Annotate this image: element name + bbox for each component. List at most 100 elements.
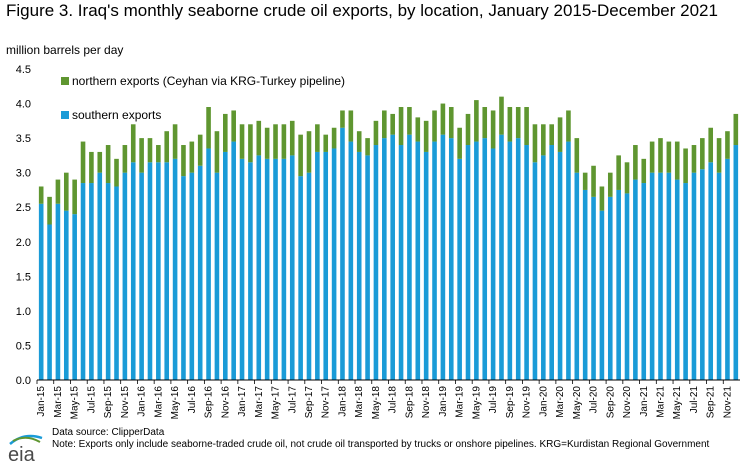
- data-source: Data source: ClipperData: [52, 427, 165, 438]
- x-tick-label: Jan-15: [36, 386, 47, 417]
- bar-northern: [507, 107, 513, 142]
- bar-northern: [423, 120, 429, 152]
- bar-southern: [80, 183, 86, 380]
- bar-southern: [281, 158, 287, 380]
- bar-northern: [725, 131, 730, 159]
- x-tick-label: Jan-17: [237, 386, 248, 417]
- bar-northern: [582, 172, 588, 190]
- bar-southern: [298, 176, 303, 380]
- bar-northern: [306, 131, 312, 173]
- bar-southern: [365, 155, 370, 380]
- x-tick-label: Sep-21: [706, 386, 717, 419]
- bar-northern: [465, 113, 471, 146]
- bar-southern: [440, 134, 446, 380]
- x-tick-label: Mar-21: [655, 386, 666, 418]
- x-tick-label: Jul-21: [689, 386, 700, 414]
- bar-southern: [725, 158, 730, 380]
- bar-southern: [415, 141, 421, 380]
- bar-southern: [691, 172, 697, 380]
- bar-northern: [541, 124, 546, 156]
- bar-northern: [356, 131, 362, 152]
- legend-southern-swatch: [61, 111, 69, 119]
- x-tick-label: Mar-18: [354, 386, 365, 418]
- chart-note: Note: Exports only include seaborne-trad…: [52, 439, 710, 450]
- bar-northern: [172, 124, 178, 159]
- y-axis-unit-label: million barrels per day: [6, 43, 124, 57]
- bar-southern: [289, 155, 295, 380]
- bar-southern: [582, 189, 588, 380]
- bar-northern: [55, 179, 61, 204]
- bar-northern: [331, 127, 337, 149]
- bar-southern: [63, 210, 69, 380]
- bar-southern: [532, 162, 538, 380]
- bar-northern: [557, 117, 563, 152]
- bar-southern: [574, 172, 580, 380]
- bar-northern: [607, 172, 613, 197]
- bar-northern: [691, 145, 697, 173]
- bar-northern: [457, 127, 462, 159]
- bar-northern: [164, 131, 170, 163]
- bar-northern: [641, 158, 647, 184]
- x-tick-label: Sep-17: [304, 386, 315, 419]
- bar-southern: [624, 193, 630, 380]
- bar-southern: [340, 127, 345, 380]
- y-tick-label: 3.0: [16, 168, 31, 180]
- bar-southern: [465, 145, 471, 380]
- bar-northern: [114, 158, 119, 187]
- bar-northern: [147, 138, 153, 163]
- bar-southern: [348, 141, 354, 380]
- bar-northern: [47, 196, 52, 225]
- bar-southern: [273, 158, 278, 380]
- bar-southern: [189, 172, 195, 380]
- bar-southern: [541, 155, 546, 380]
- y-tick-label: 2.0: [16, 237, 31, 249]
- bar-northern: [239, 124, 245, 159]
- bar-northern: [683, 148, 688, 184]
- bar-southern: [390, 134, 395, 380]
- bar-southern: [674, 179, 680, 380]
- bar-northern: [214, 131, 220, 173]
- bar-southern: [181, 176, 186, 380]
- bar-northern: [89, 151, 94, 184]
- bar-southern: [239, 158, 245, 380]
- bar-northern: [340, 110, 345, 128]
- bar-northern: [80, 141, 86, 184]
- bar-northern: [97, 151, 103, 173]
- bar-northern: [315, 124, 320, 152]
- bar-southern: [373, 145, 379, 380]
- bar-southern: [616, 189, 621, 380]
- bar-northern: [415, 117, 421, 142]
- bar-northern: [273, 124, 278, 159]
- bar-southern: [114, 186, 119, 380]
- x-tick-label: May-21: [672, 386, 683, 420]
- bar-southern: [105, 183, 111, 380]
- bar-northern: [566, 110, 571, 142]
- bar-southern: [214, 172, 220, 380]
- x-tick-label: Jan-18: [337, 386, 348, 417]
- bar-northern: [448, 107, 454, 139]
- bar-southern: [482, 138, 488, 380]
- bar-northern: [223, 113, 228, 152]
- bar-southern: [733, 145, 739, 380]
- bar-northern: [156, 145, 161, 163]
- x-tick-label: Nov-16: [220, 386, 231, 419]
- x-tick-label: May-18: [371, 386, 382, 420]
- bar-southern: [331, 148, 337, 380]
- y-tick-label: 0.5: [16, 340, 31, 352]
- bar-southern: [256, 155, 262, 380]
- x-tick-label: Jan-19: [438, 386, 449, 417]
- x-tick-label: May-17: [271, 386, 282, 420]
- bar-northern: [365, 138, 370, 156]
- x-tick-label: Mar-19: [455, 386, 466, 418]
- x-tick-label: Mar-20: [555, 386, 566, 418]
- bar-southern: [47, 224, 52, 380]
- bar-southern: [474, 141, 479, 380]
- bar-northern: [323, 134, 329, 152]
- bar-northern: [574, 138, 580, 173]
- eia-logo: eia: [8, 434, 43, 464]
- bar-northern: [189, 141, 195, 173]
- bar-northern: [490, 110, 496, 149]
- bar-northern: [700, 138, 705, 170]
- bar-southern: [306, 172, 312, 380]
- bar-southern: [323, 151, 329, 380]
